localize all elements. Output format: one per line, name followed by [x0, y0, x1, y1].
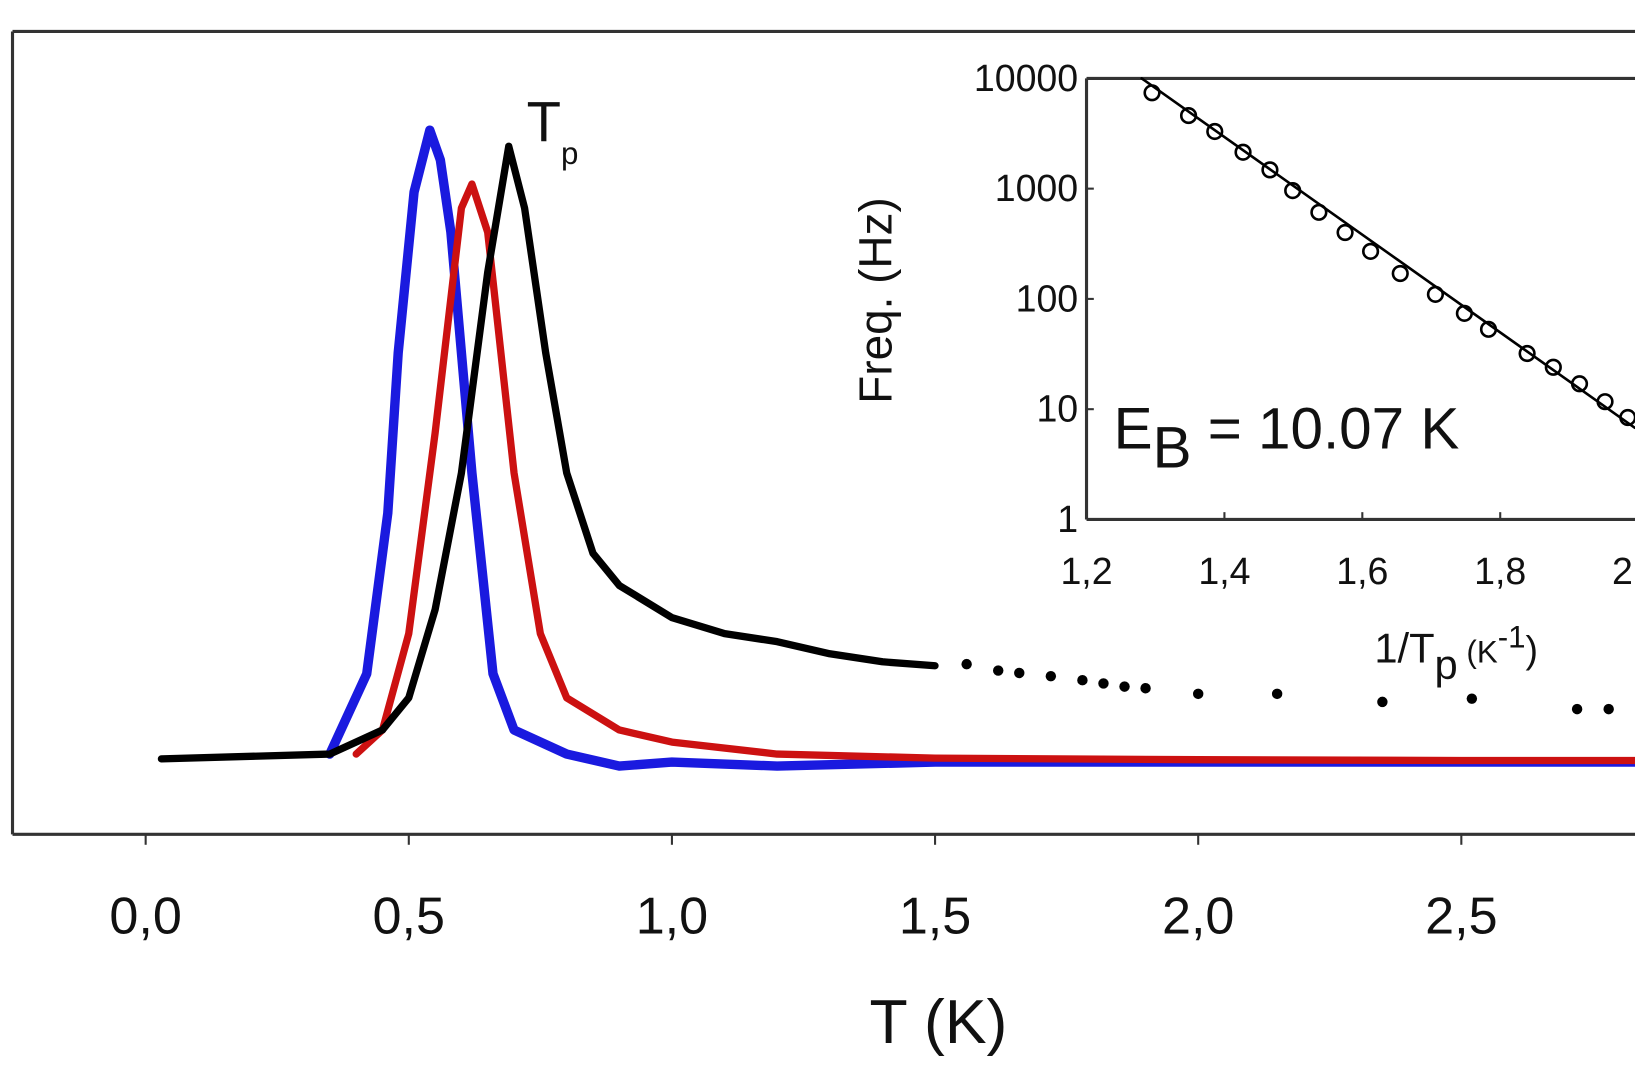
annotation-rest: = 10.07 K — [1192, 397, 1460, 462]
y-tick-label: 100 — [1016, 277, 1079, 319]
data-line — [325, 125, 1635, 771]
x-tick-label: 1,8 — [1474, 550, 1526, 592]
data-dot — [1603, 703, 1614, 715]
data-dot — [1077, 674, 1088, 686]
data-point — [1336, 223, 1354, 242]
x-axis-label: 1/Tp (K-1) — [1374, 620, 1538, 688]
annotation: EB = 10.07 K — [1114, 397, 1460, 481]
data-dot — [1192, 688, 1204, 700]
data-dot — [1140, 683, 1151, 694]
data-dot — [1119, 681, 1130, 692]
x-tick-label: 2,5 — [1425, 887, 1497, 945]
y-tick-label: 1000 — [995, 167, 1078, 209]
x-label-subscript: p — [1435, 641, 1458, 688]
data-line — [1140, 77, 1635, 429]
x-tick-label: 2,0 — [1162, 887, 1234, 945]
data-point — [1361, 242, 1380, 260]
data-dot — [1045, 670, 1057, 682]
x-tick-label: 0,5 — [373, 887, 445, 945]
data-dot — [1271, 688, 1283, 700]
annotation-text: E — [1114, 397, 1153, 462]
x-tick-label: 1,5 — [899, 887, 971, 945]
y-tick-label: 10000 — [974, 57, 1078, 99]
x-label-unit: (K — [1458, 634, 1498, 669]
x-label-superscript: -1 — [1498, 620, 1526, 655]
data-dot — [1377, 696, 1388, 708]
x-tick-label: 0,0 — [109, 887, 181, 945]
x-tick-label: 1,4 — [1198, 550, 1250, 592]
annotation: Tp — [527, 90, 579, 171]
y-tick-label: 1 — [1057, 498, 1078, 540]
y-axis-label: Freq. (Hz) — [850, 197, 902, 403]
x-label-close: ) — [1526, 628, 1539, 670]
annotation-subscript: B — [1153, 415, 1192, 480]
data-line — [352, 180, 1635, 765]
data-point — [1143, 84, 1161, 102]
data-point — [1544, 358, 1562, 376]
data-dot — [1014, 667, 1025, 679]
data-dot — [993, 665, 1004, 676]
annotation-text: T — [527, 90, 561, 153]
x-tick-label: 2,0 — [1612, 550, 1635, 592]
x-tick-label: 1,0 — [636, 887, 708, 945]
annotation-subscript: p — [561, 136, 578, 171]
inset-background — [1086, 78, 1635, 520]
x-label-text: 1/T — [1374, 624, 1434, 671]
data-dot — [1466, 693, 1478, 704]
data-dot — [961, 658, 972, 670]
x-axis-label: T (K) — [870, 987, 1008, 1057]
data-dot — [1571, 703, 1583, 715]
y-tick-label: 10 — [1036, 388, 1078, 430]
x-tick-label: 1,2 — [1060, 550, 1112, 592]
data-line — [157, 142, 939, 763]
data-point — [1391, 264, 1409, 283]
data-dot — [1098, 678, 1109, 689]
x-tick-label: 1,6 — [1336, 550, 1388, 592]
